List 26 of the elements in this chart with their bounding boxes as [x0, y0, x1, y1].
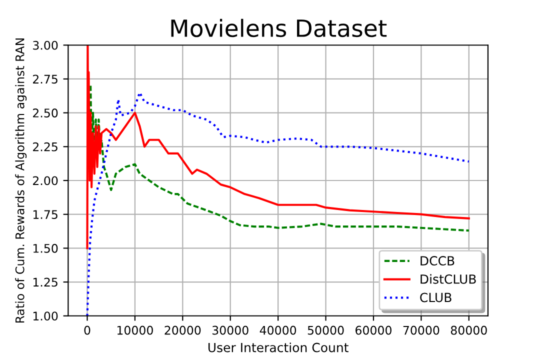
x-tick-label: 80000 — [450, 326, 487, 335]
x-tick-label: 10000 — [117, 326, 153, 335]
line-series — [86, 45, 470, 250]
y-tick-label: 1.50 — [33, 244, 58, 253]
y-tick-label: 3.00 — [33, 40, 58, 50]
legend-label: CLUB — [420, 292, 452, 302]
y-tick-label: 1.75 — [33, 210, 58, 219]
x-tick-label: 40000 — [260, 326, 296, 335]
y-tick-label: 2.00 — [33, 176, 58, 186]
x-tick-label: 30000 — [212, 326, 248, 335]
legend-label: DCCB — [420, 256, 454, 266]
x-tick-label: 70000 — [403, 326, 440, 335]
x-axis-title: User Interaction Count — [208, 342, 348, 352]
y-tick-label: 2.25 — [33, 142, 58, 152]
y-axis-title: Ratio of Cum. Rewards of Algorithm against RAN — [15, 38, 27, 323]
x-tick-label: 50000 — [308, 326, 344, 335]
y-tick-label: 2.50 — [33, 108, 58, 118]
chart-title: Movielens Dataset — [171, 18, 387, 38]
y-tick-label: 2.75 — [33, 74, 58, 84]
x-tick-label: 20000 — [164, 326, 201, 335]
x-tick-label: 0 — [84, 326, 90, 335]
x-tick-label: 60000 — [356, 326, 392, 335]
y-tick-label: 1.00 — [33, 312, 58, 321]
line-series — [90, 84, 470, 232]
y-tick-label: 1.25 — [33, 278, 58, 287]
legend-label: DistCLUB — [420, 274, 476, 284]
